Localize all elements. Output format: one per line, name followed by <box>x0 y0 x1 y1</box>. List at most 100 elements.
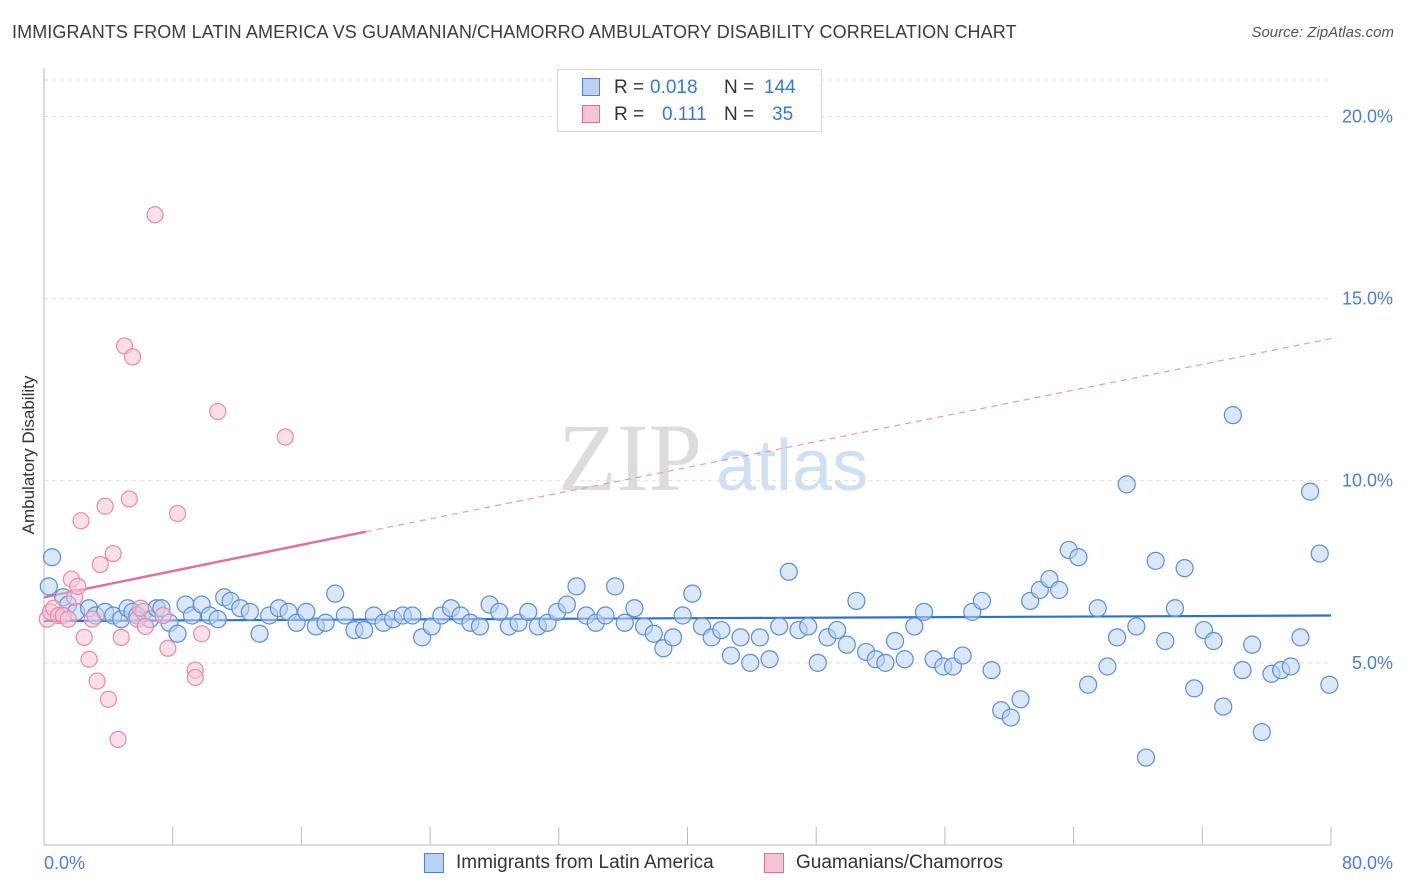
point-latin-america <box>1185 679 1204 698</box>
point-latin-america <box>808 653 827 672</box>
point-latin-america <box>770 617 789 636</box>
source-label: Source: ZipAtlas.com <box>1251 24 1394 41</box>
point-latin-america <box>1165 599 1185 618</box>
point-latin-america <box>1078 675 1098 694</box>
chart-title: IMMIGRANTS FROM LATIN AMERICA VS GUAMANI… <box>12 22 1017 42</box>
point-latin-america <box>1001 708 1020 727</box>
point-latin-america <box>663 628 683 647</box>
point-latin-america <box>1300 482 1320 501</box>
point-latin-america <box>1243 635 1262 654</box>
point-guamanian <box>120 490 138 508</box>
point-latin-america <box>712 620 731 640</box>
point-latin-america <box>1310 544 1329 563</box>
point-latin-america <box>885 631 905 651</box>
point-guamanian <box>91 555 109 574</box>
point-guamanian <box>131 599 150 617</box>
point-guamanian <box>59 610 77 628</box>
point-latin-america <box>297 602 316 621</box>
x-tick-label: 0.0% <box>44 853 85 873</box>
point-latin-america <box>837 635 856 654</box>
point-latin-america <box>470 617 490 636</box>
point-latin-america <box>731 628 750 647</box>
point-latin-america <box>673 606 692 625</box>
point-latin-america <box>316 613 335 632</box>
legend-row-pink: R = 0.111 N = 35 <box>582 104 802 126</box>
point-latin-america <box>355 620 374 640</box>
point-latin-america <box>1320 675 1339 694</box>
legend-item-guamanians[interactable]: Guamanians/Chamorros <box>764 852 1024 876</box>
point-latin-america <box>250 624 269 643</box>
point-latin-america <box>905 617 924 636</box>
point-latin-america <box>208 610 227 629</box>
point-guamanian <box>88 672 106 690</box>
point-guamanian <box>168 504 187 523</box>
legend-n-label: N = <box>724 104 755 125</box>
y-axis-label: Ambulatory Disability <box>19 375 38 534</box>
y-tick-label: 20.0% <box>1342 106 1393 126</box>
watermark: ZIP atlas <box>558 404 868 511</box>
legend-row-blue: R = 0.018 N = 144 <box>582 77 802 99</box>
point-guamanian <box>96 497 114 515</box>
point-latin-america <box>1223 406 1242 425</box>
point-latin-america <box>596 606 615 625</box>
legend-n-value: 144 <box>764 77 796 98</box>
point-guamanian <box>75 628 93 646</box>
point-guamanian <box>276 428 294 446</box>
legend-swatch-blue <box>582 78 600 96</box>
point-latin-america <box>760 650 779 669</box>
point-guamanian <box>109 730 127 748</box>
point-latin-america <box>519 602 538 621</box>
point-latin-america <box>240 602 260 621</box>
legend-r-label: R = <box>614 104 645 125</box>
grid-lines <box>44 79 1331 664</box>
point-latin-america <box>1146 551 1165 570</box>
legend-item-latin-america[interactable]: Immigrants from Latin America <box>424 852 744 876</box>
point-guamanian <box>72 512 90 530</box>
point-latin-america <box>1175 559 1194 578</box>
watermark-zip: ZIP <box>558 404 702 511</box>
point-latin-america <box>847 591 866 611</box>
point-latin-america <box>914 602 934 621</box>
point-latin-america <box>403 606 422 625</box>
point-latin-america <box>39 577 58 596</box>
point-latin-america <box>683 584 702 603</box>
watermark-atlas: atlas <box>716 426 868 506</box>
point-guamanian <box>69 577 87 595</box>
point-latin-america <box>557 595 576 614</box>
point-latin-america <box>490 602 509 621</box>
point-latin-america <box>1281 657 1300 676</box>
point-latin-america <box>982 661 1001 680</box>
legend-swatch-pink <box>764 853 784 873</box>
point-latin-america <box>1136 748 1156 767</box>
point-latin-america <box>1252 722 1271 742</box>
legend-n-label: N = <box>724 77 755 98</box>
point-latin-america <box>168 624 187 643</box>
point-latin-america <box>1156 631 1175 651</box>
point-guamanian <box>80 650 98 668</box>
point-latin-america <box>335 606 354 625</box>
legend-swatch-blue <box>424 853 444 873</box>
legend-n-value: 35 <box>772 104 794 125</box>
point-latin-america <box>567 577 586 596</box>
point-latin-america <box>1050 580 1069 600</box>
point-latin-america <box>1127 617 1146 636</box>
legend-swatch-pink <box>582 105 600 123</box>
point-latin-america <box>1214 697 1233 716</box>
point-latin-america <box>799 617 818 636</box>
point-latin-america <box>741 653 760 672</box>
point-latin-america <box>721 646 741 665</box>
point-guamanian <box>136 617 154 636</box>
legend-r-value: 0.111 <box>662 104 707 125</box>
point-latin-america <box>1011 690 1030 709</box>
point-latin-america <box>876 653 895 672</box>
legend-label-guamanians: Guamanians/Chamorros <box>796 852 1003 873</box>
point-latin-america <box>1233 661 1252 680</box>
point-guamanian <box>112 628 130 646</box>
point-guamanian <box>104 544 122 563</box>
point-latin-america <box>1107 628 1127 647</box>
legend-r-value: 0.018 <box>650 77 698 98</box>
axes <box>43 68 1332 846</box>
point-latin-america <box>644 624 663 643</box>
point-guamanian <box>186 668 204 687</box>
